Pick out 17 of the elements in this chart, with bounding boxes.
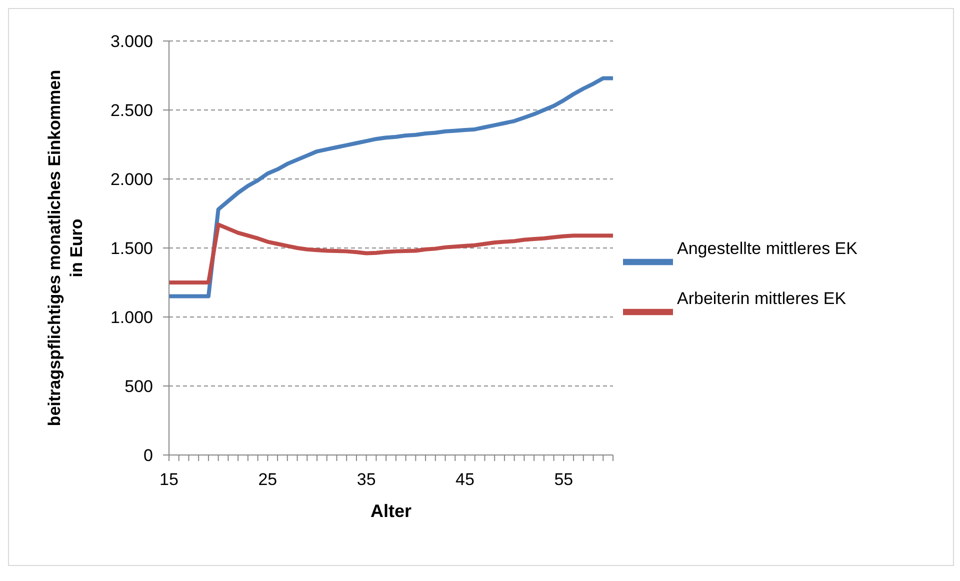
y-tick-label: 2.000 [110, 170, 153, 189]
y-tick-label: 2.500 [110, 101, 153, 120]
y-tick-label: 3.000 [110, 32, 153, 51]
x-tick-label: 55 [554, 470, 574, 490]
y-axis-title: beitragspflichtiges monatliches Einkommen in Euro [45, 70, 86, 426]
x-tick-label: 35 [356, 470, 376, 490]
text: Arbeiterin mittleres EK [677, 288, 846, 310]
x-tick-label: 15 [160, 470, 178, 490]
y-tick-label: 1.000 [110, 308, 153, 327]
x-axis-title: Alter [370, 501, 412, 521]
line-series [167, 222, 615, 284]
x-tick-label: 45 [456, 470, 474, 490]
text: Angestellte mittleres EK [677, 238, 858, 260]
x-tick-label: 25 [258, 470, 278, 490]
y-tick-label: 500 [124, 377, 153, 396]
y-tick-label: 0 [144, 446, 153, 465]
y-tick-label: 1.500 [110, 239, 153, 258]
